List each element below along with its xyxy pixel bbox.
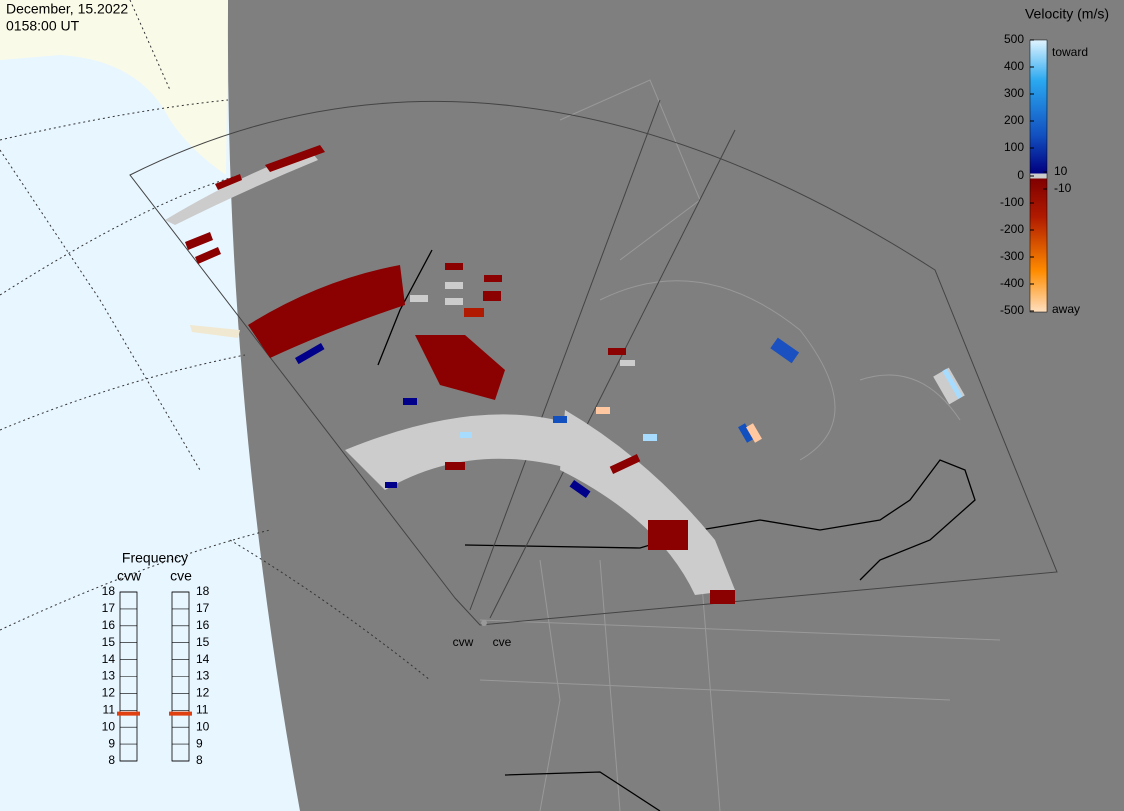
frequency-box bbox=[171, 591, 190, 762]
colorbar-tick-label: 200 bbox=[1004, 113, 1024, 127]
colorbar-tick-label: 500 bbox=[1004, 32, 1024, 46]
frequency-tick-label: 18 bbox=[196, 584, 210, 598]
frequency-tick-label: 12 bbox=[102, 686, 116, 700]
time: 0158:00 UT bbox=[6, 18, 80, 34]
radar-site bbox=[481, 620, 487, 626]
colorbar-tick-label: 300 bbox=[1004, 86, 1024, 100]
frequency-tick-label: 15 bbox=[102, 635, 116, 649]
colorbar-tick-label: -200 bbox=[1000, 222, 1024, 236]
site-label: cvw bbox=[453, 635, 474, 649]
frequency-title: Frequency bbox=[122, 550, 188, 566]
scatter-echoes bbox=[165, 145, 965, 604]
ocean-outside bbox=[0, 0, 300, 811]
frequency-box bbox=[119, 591, 138, 762]
frequency-tick-label: 12 bbox=[196, 686, 210, 700]
frequency-tick-label: 16 bbox=[196, 618, 210, 632]
colorbar-tick-label: 0 bbox=[1017, 168, 1024, 182]
latitude-circles bbox=[0, 0, 431, 681]
frequency-tick-label: 13 bbox=[102, 669, 116, 683]
frequency-tick-label: 14 bbox=[102, 652, 116, 666]
frequency-tick-label: 8 bbox=[108, 753, 115, 767]
colorbar-tick-label: -300 bbox=[1000, 249, 1024, 263]
frequency-tick-label: 16 bbox=[102, 618, 116, 632]
land-outside bbox=[0, 0, 228, 175]
colorbar-tick-label: 400 bbox=[1004, 59, 1024, 73]
frequency-tick-label: 11 bbox=[103, 702, 116, 716]
radar-name: cvw bbox=[117, 568, 142, 584]
away-label: away bbox=[1052, 302, 1080, 316]
site-label: cve bbox=[493, 635, 512, 649]
frequency-tick-label: 13 bbox=[196, 669, 210, 683]
radar-name: cve bbox=[170, 568, 192, 584]
frequency-tick-label: 9 bbox=[196, 736, 203, 750]
frequency-tick-label: 9 bbox=[108, 736, 115, 750]
frequency-tick-label: 10 bbox=[102, 719, 116, 733]
frequency-tick-label: 17 bbox=[196, 601, 210, 615]
frequency-tick-label: 11 bbox=[196, 702, 209, 716]
velocity-title: Velocity (m/s) bbox=[1025, 6, 1109, 22]
colorbar-tick-label: 10 bbox=[1054, 164, 1068, 178]
frequency-tick-label: 14 bbox=[196, 652, 210, 666]
frequency-tick-label: 18 bbox=[102, 584, 116, 598]
frequency-tick-label: 17 bbox=[102, 601, 116, 615]
toward-label: toward bbox=[1052, 45, 1088, 59]
colorbar-tick-label: -100 bbox=[1000, 195, 1024, 209]
colorbar-tick-label: -500 bbox=[1000, 303, 1024, 317]
date: December, 15.2022 bbox=[6, 1, 128, 17]
frequency-tick-label: 8 bbox=[196, 753, 203, 767]
colorbar-tick-label: 100 bbox=[1004, 140, 1024, 154]
frequency-tick-label: 10 bbox=[196, 719, 210, 733]
colorbar-tick-label: -10 bbox=[1054, 181, 1072, 195]
colorbar-tick-label: -400 bbox=[1000, 276, 1024, 290]
radar-fov bbox=[129, 99, 1058, 626]
frequency-tick-label: 15 bbox=[196, 635, 210, 649]
